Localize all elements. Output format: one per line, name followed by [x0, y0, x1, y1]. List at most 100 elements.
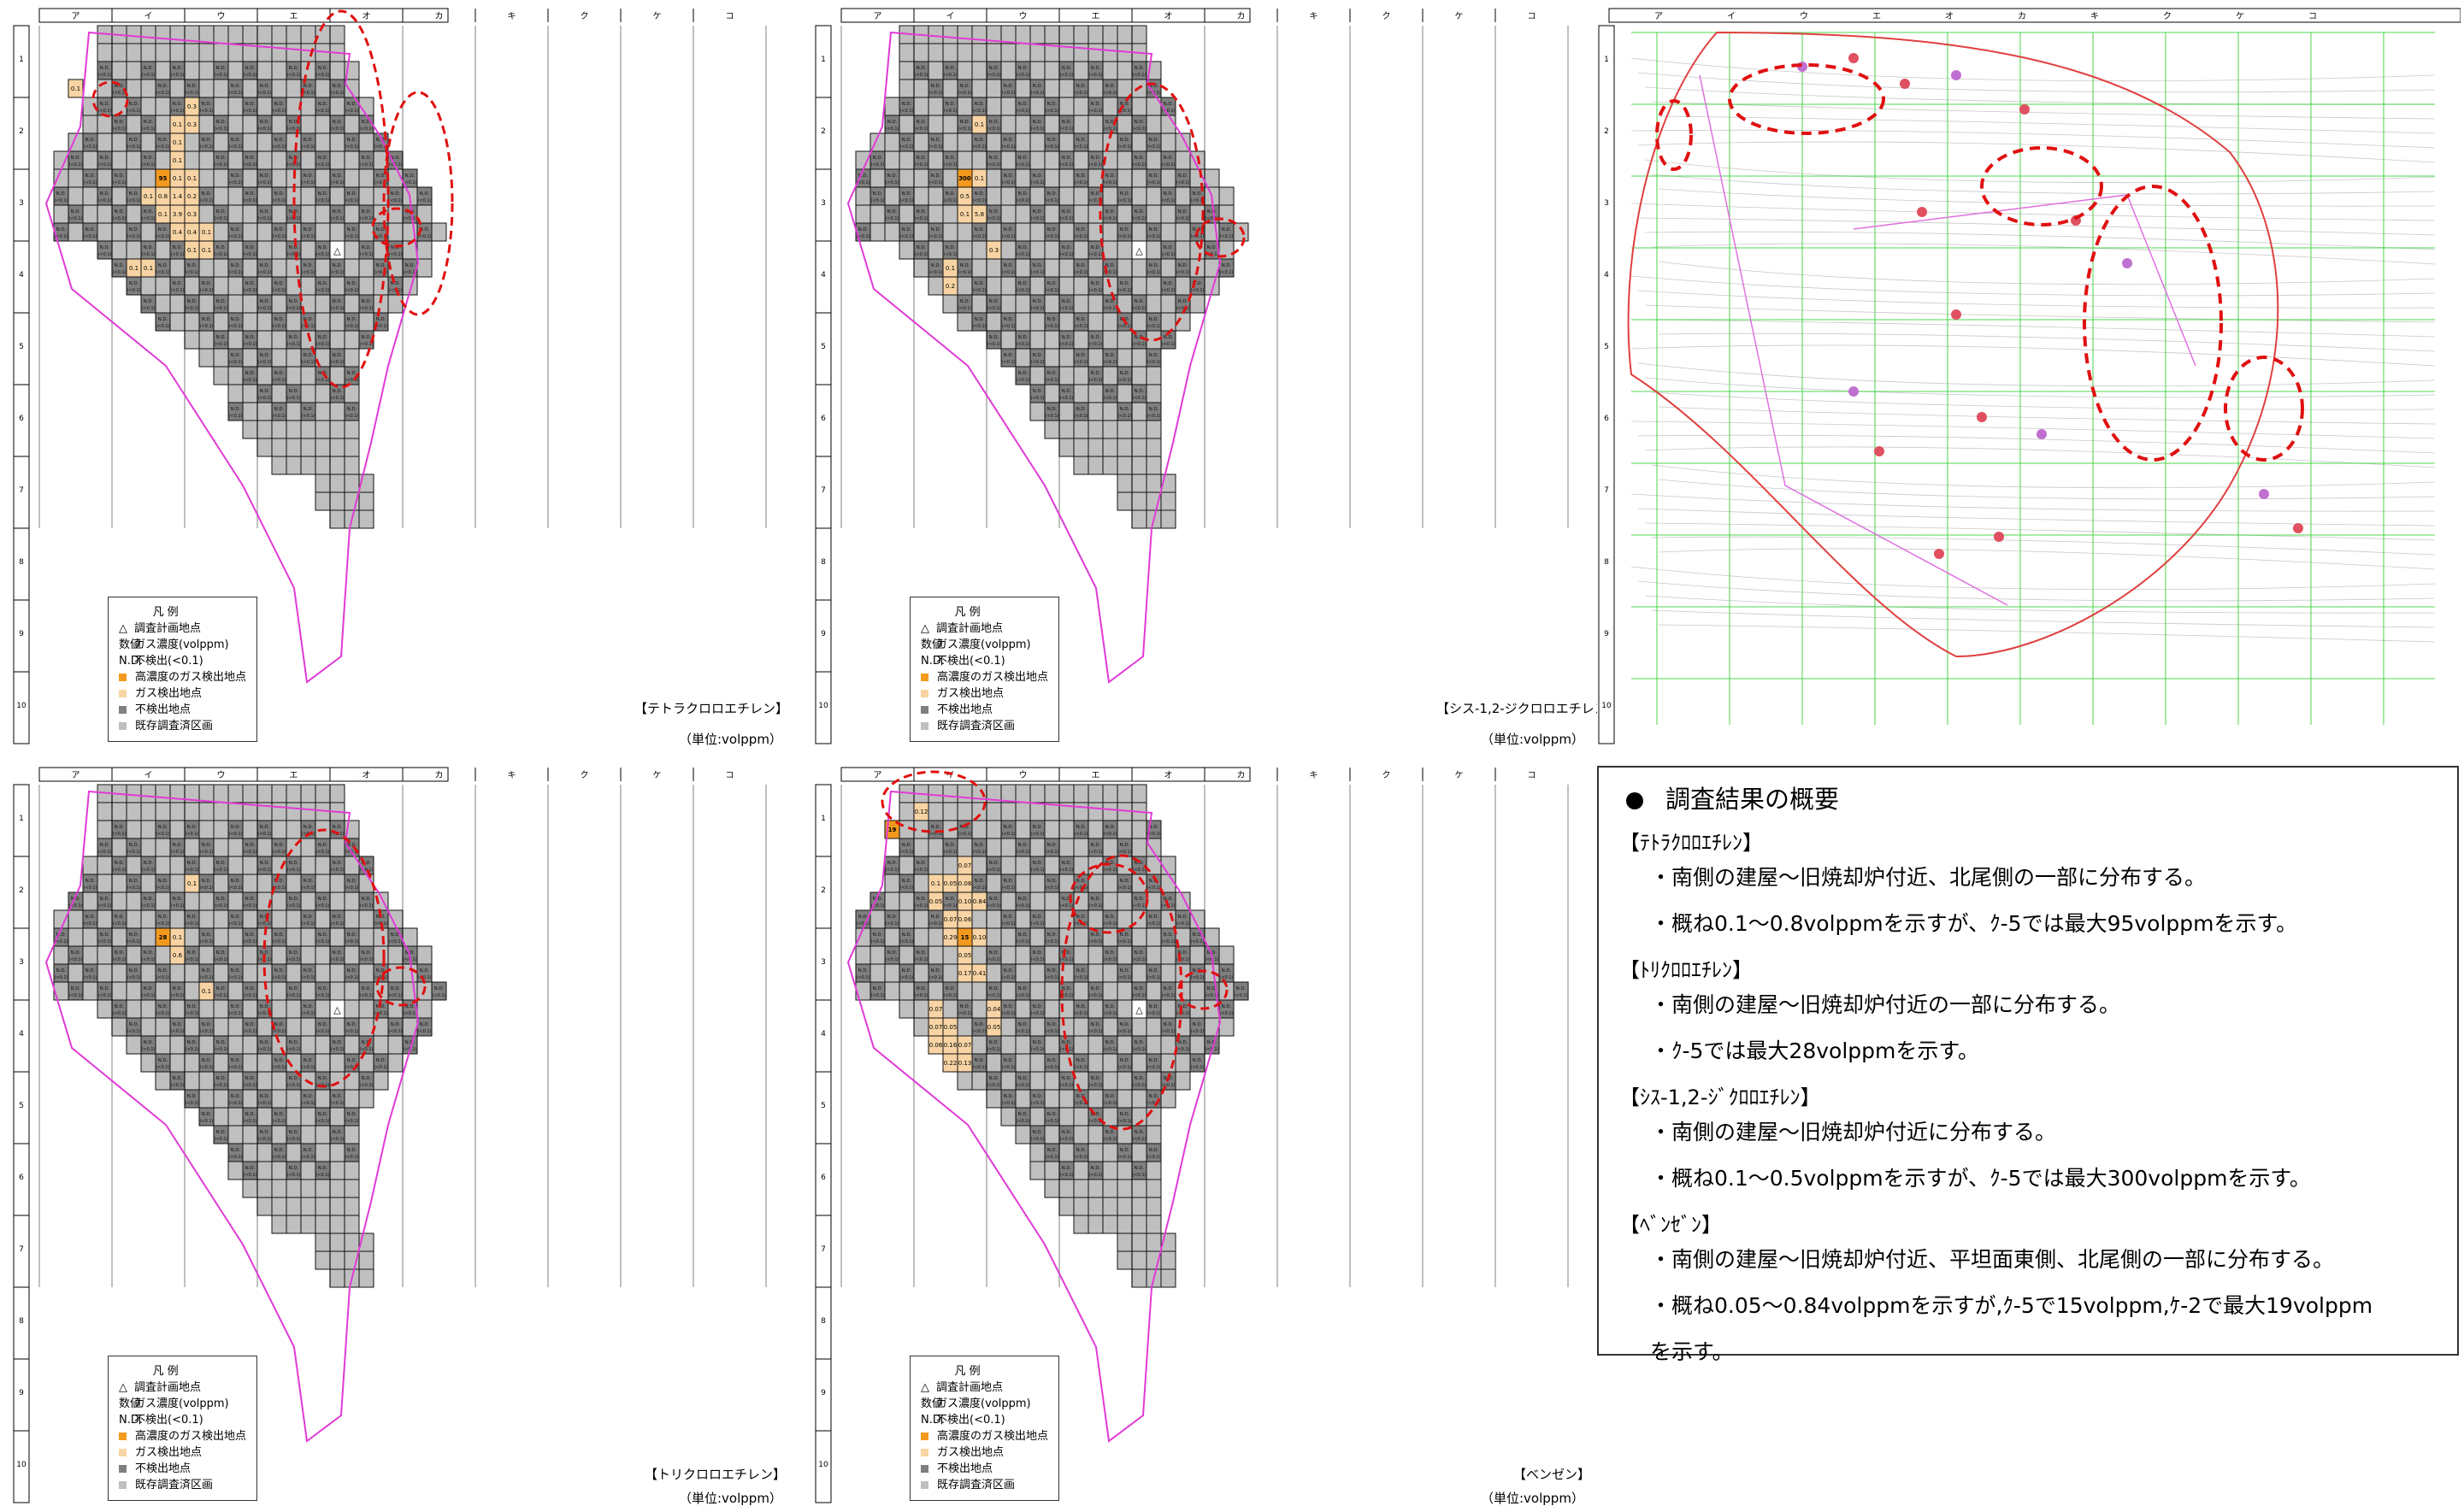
detected-cell [140, 186, 156, 206]
nd-label: N.D. [347, 227, 357, 232]
nd-sub-label: (<0.1) [257, 1011, 271, 1016]
grid-cell [286, 25, 302, 44]
nd-sub-label: (<0.1) [899, 198, 913, 203]
grid-cell [1131, 97, 1147, 116]
grid-cell [329, 132, 345, 152]
concentration-value: 15 [961, 934, 970, 941]
nd-sub-label: (<0.1) [899, 939, 913, 944]
row-label: 10 [16, 702, 27, 710]
nd-label: N.D. [274, 1058, 285, 1063]
grid-cell [271, 168, 287, 188]
nd-sub-label: (<0.1) [243, 73, 256, 78]
nd-label: N.D. [1076, 1004, 1087, 1009]
grid-cell [213, 132, 229, 152]
nd-sub-label: (<0.1) [1147, 1065, 1160, 1070]
nd-sub-label: (<0.1) [1001, 270, 1015, 275]
nd-sub-label: (<0.1) [1001, 324, 1015, 329]
nd-label: N.D. [1047, 317, 1058, 322]
nd-label: N.D. [1149, 879, 1159, 884]
nd-label: N.D. [1076, 879, 1087, 884]
nd-sub-label: (<0.1) [1088, 1029, 1102, 1034]
nd-label: N.D. [1135, 861, 1145, 866]
nd-label: N.D. [173, 245, 183, 250]
grid-cell [53, 204, 69, 224]
nd-sub-label: (<0.1) [170, 903, 184, 909]
nd-label: N.D. [975, 281, 985, 286]
nd-sub-label: (<0.1) [170, 1083, 184, 1088]
nd-label: N.D. [1076, 915, 1087, 920]
grid-cell [256, 1161, 273, 1180]
sampling-point-marker [2122, 258, 2132, 268]
grid-cell [1044, 856, 1060, 875]
concentration-value: 300 [958, 175, 971, 182]
concentration-value: 0.07 [929, 1006, 943, 1013]
grid-cell [300, 1017, 316, 1037]
nd-sub-label: (<0.1) [1030, 360, 1044, 365]
grid-cell [1000, 186, 1017, 206]
nd-label: N.D. [173, 102, 183, 107]
grid-cell [140, 963, 156, 983]
nd-sub-label: (<0.1) [972, 234, 986, 239]
detected-cell [971, 927, 987, 947]
grid-cell [1015, 945, 1031, 965]
grid-cell [1015, 258, 1031, 278]
nd-label: N.D. [245, 843, 256, 848]
nd-label: N.D. [405, 1040, 416, 1045]
column-label: キ [1310, 12, 1318, 21]
grid-cell [184, 838, 200, 857]
nd-sub-label: (<0.1) [301, 885, 315, 891]
nd-label: N.D. [975, 843, 985, 848]
nd-label: N.D. [100, 191, 110, 197]
nd-sub-label: (<0.1) [1103, 957, 1117, 962]
nd-label: N.D. [362, 120, 372, 125]
nd-label: N.D. [1178, 174, 1188, 179]
grid-cell [300, 1107, 316, 1127]
nd-label: N.D. [1047, 407, 1058, 412]
nd-label: N.D. [274, 317, 285, 322]
grid-cell [1044, 420, 1060, 439]
legend-label: 不検出地点 [937, 703, 993, 716]
nd-label: N.D. [245, 335, 256, 340]
nd-label: N.D. [362, 245, 372, 250]
column-label: エ [1872, 12, 1881, 21]
concentration-value: 0.1 [202, 988, 211, 995]
grid-cell [227, 186, 244, 206]
nd-sub-label: (<0.1) [1059, 1173, 1073, 1178]
nd-sub-label: (<0.1) [885, 868, 899, 873]
nd-sub-label: (<0.1) [1016, 109, 1029, 114]
nd-sub-label: (<0.1) [301, 1065, 315, 1070]
nd-label: N.D. [318, 1166, 328, 1171]
nd-label: N.D. [304, 1004, 314, 1009]
nd-sub-label: (<0.1) [156, 270, 169, 275]
nd-sub-label: (<0.1) [83, 885, 97, 891]
nd-label: N.D. [1105, 1004, 1116, 1009]
legend-symbol: 数値 [119, 638, 142, 651]
nd-sub-label: (<0.1) [1045, 1029, 1058, 1034]
grid-cell [928, 115, 944, 134]
grid-cell [1117, 474, 1133, 493]
grid-cell [300, 204, 316, 224]
row-label: 9 [1604, 630, 1609, 638]
legend-label: 高濃度のガス検出地点 [135, 1430, 247, 1443]
grid-cell [227, 366, 244, 385]
nd-label: N.D. [902, 191, 912, 197]
nd-label: N.D. [1033, 1094, 1043, 1099]
grid-cell [1131, 1215, 1147, 1234]
nd-sub-label: (<0.1) [228, 144, 242, 150]
contour-line [1651, 174, 2436, 195]
sampling-point-marker [1951, 309, 1961, 320]
grid-cell [256, 1053, 273, 1073]
grid-cell [942, 802, 958, 821]
grid-cell [256, 1197, 273, 1216]
contour-line [1644, 522, 2436, 541]
nd-sub-label: (<0.1) [1103, 270, 1117, 275]
grid-cell [1000, 802, 1017, 821]
grid-cell [242, 258, 258, 278]
grid-cell [271, 294, 287, 314]
nd-label: N.D. [1222, 968, 1232, 974]
nd-sub-label: (<0.1) [83, 144, 97, 150]
grid-cell [1117, 330, 1133, 350]
nd-sub-label: (<0.1) [345, 1029, 358, 1034]
grid-cell [884, 132, 900, 152]
nd-sub-label: (<0.1) [301, 324, 315, 329]
